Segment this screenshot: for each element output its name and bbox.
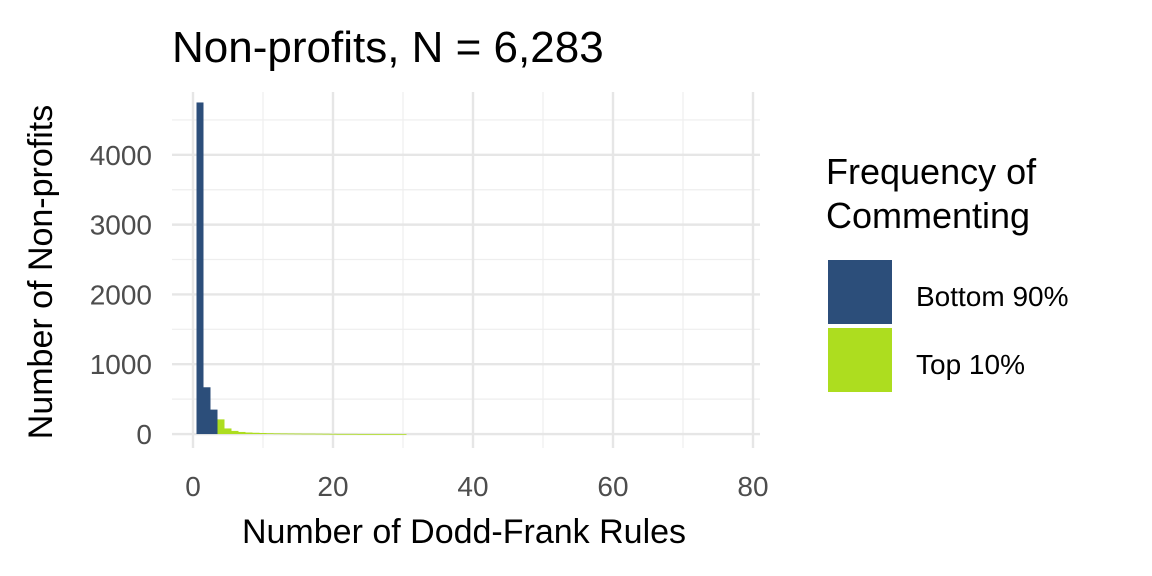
histogram-bar [224, 428, 232, 435]
histogram-bar [343, 433, 351, 435]
histogram-bar [336, 433, 344, 435]
legend-swatch-bottom-90 [828, 260, 892, 324]
histogram-bar [385, 433, 393, 435]
x-tick-label: 80 [737, 471, 768, 502]
legend: Frequency of Commenting Bottom 90% Top 1… [826, 151, 1069, 392]
histogram-bar [308, 433, 316, 435]
x-tick-label: 60 [597, 471, 628, 502]
histogram-bar [350, 433, 358, 435]
histogram-bar [301, 433, 309, 435]
x-axis-ticks: 0 20 40 60 80 [185, 471, 768, 502]
histogram-bar [364, 433, 372, 435]
histogram-bar [392, 433, 400, 435]
histogram-bar [378, 433, 386, 435]
histogram-bar [217, 419, 225, 435]
histogram-bar [203, 387, 211, 435]
y-tick-label: 2000 [90, 279, 152, 310]
histogram-bar [196, 102, 204, 435]
y-tick-label: 3000 [90, 210, 152, 241]
chart-title: Non-profits, N = 6,283 [172, 23, 604, 72]
x-tick-label: 0 [185, 471, 201, 502]
x-tick-label: 20 [317, 471, 348, 502]
histogram-bar [259, 432, 267, 435]
histogram-bar [252, 432, 260, 435]
y-tick-label: 4000 [90, 140, 152, 171]
histogram-bar [329, 433, 337, 435]
histogram-bar [231, 430, 239, 435]
y-tick-label: 0 [136, 419, 152, 450]
bars [196, 102, 407, 435]
histogram-bar [280, 433, 288, 435]
legend-title: Frequency of Commenting [826, 151, 1046, 236]
y-axis-title: Number of Non-profits [22, 105, 60, 439]
histogram-bar [357, 433, 365, 435]
histogram-bar [238, 431, 246, 435]
grid [172, 92, 760, 448]
legend-title-line-1: Frequency of [826, 151, 1037, 192]
legend-swatch-top-10 [828, 328, 892, 392]
histogram-bar [371, 433, 379, 435]
histogram-bar [294, 433, 302, 435]
x-tick-label: 40 [457, 471, 488, 502]
y-axis-ticks: 0 1000 2000 3000 4000 [90, 140, 152, 450]
histogram-bar [287, 433, 295, 435]
histogram-bar [399, 433, 407, 435]
legend-label-top-10: Top 10% [916, 349, 1025, 380]
x-axis-title: Number of Dodd-Frank Rules [242, 513, 686, 551]
histogram-bar [322, 433, 330, 435]
legend-title-line-2: Commenting [826, 195, 1030, 236]
histogram-bar [315, 433, 323, 435]
y-tick-label: 1000 [90, 349, 152, 380]
histogram-bar [266, 433, 274, 435]
legend-label-bottom-90: Bottom 90% [916, 281, 1069, 312]
histogram-bar [273, 433, 281, 435]
histogram-bar [210, 409, 218, 435]
histogram-bar [245, 432, 253, 435]
